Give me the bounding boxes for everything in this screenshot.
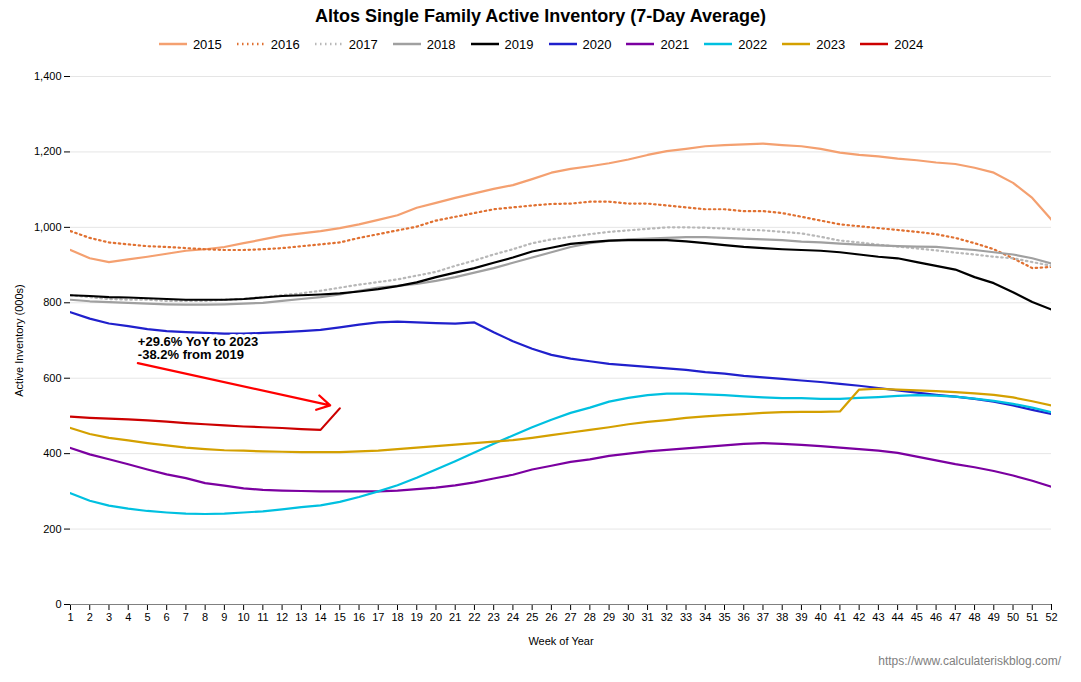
svg-text:18: 18 — [391, 611, 403, 623]
html-text:https://www.calculateriskblog.: https://www.calculateriskblog.com/ — [878, 654, 1061, 668]
svg-text:200: 200 — [43, 523, 61, 535]
svg-text:50: 50 — [1007, 611, 1019, 623]
svg-text:48: 48 — [968, 611, 980, 623]
html-text:2022: 2022 — [738, 36, 768, 52]
html-text:2017: 2017 — [348, 36, 378, 52]
svg-text:51: 51 — [1026, 611, 1038, 623]
svg-text:16: 16 — [353, 611, 365, 623]
svg-text:20: 20 — [430, 611, 442, 623]
svg-text:24: 24 — [507, 611, 519, 623]
svg-text:49: 49 — [988, 611, 1000, 623]
svg-text:19: 19 — [411, 611, 423, 623]
svg-text:21: 21 — [449, 611, 461, 623]
svg-text:9: 9 — [221, 611, 227, 623]
svg-text:Active Inventory (000s): Active Inventory (000s) — [13, 284, 25, 397]
svg-text:42: 42 — [853, 611, 865, 623]
svg-text:44: 44 — [891, 611, 903, 623]
svg-text:25: 25 — [526, 611, 538, 623]
svg-text:600: 600 — [43, 372, 61, 384]
svg-text:1: 1 — [67, 611, 73, 623]
svg-text:37: 37 — [757, 611, 769, 623]
svg-text:400: 400 — [43, 447, 61, 459]
svg-text:34: 34 — [699, 611, 711, 623]
html-text:Altos Single Family Active Inv: Altos Single Family Active Inventory (7-… — [314, 6, 767, 26]
svg-text:38: 38 — [776, 611, 788, 623]
svg-text:32: 32 — [661, 611, 673, 623]
html-text:2024: 2024 — [894, 36, 924, 52]
html-text:2021: 2021 — [660, 36, 690, 52]
svg-text:23: 23 — [488, 611, 500, 623]
svg-text:1,400: 1,400 — [34, 70, 62, 82]
svg-text:13: 13 — [295, 611, 307, 623]
svg-text:1,200: 1,200 — [34, 145, 62, 157]
svg-text:+29.6% YoY to 2023-38.2% from: +29.6% YoY to 2023-38.2% from 2019 — [138, 334, 258, 362]
html-text:2019: 2019 — [504, 36, 534, 52]
svg-text:12: 12 — [276, 611, 288, 623]
svg-text:3: 3 — [106, 611, 112, 623]
svg-text:6: 6 — [164, 611, 170, 623]
svg-text:27: 27 — [564, 611, 576, 623]
svg-text:0: 0 — [55, 598, 61, 610]
svg-text:43: 43 — [872, 611, 884, 623]
svg-text:41: 41 — [834, 611, 846, 623]
svg-text:26: 26 — [545, 611, 557, 623]
svg-text:22: 22 — [468, 611, 480, 623]
svg-text:2: 2 — [87, 611, 93, 623]
svg-text:800: 800 — [43, 296, 61, 308]
svg-text:30: 30 — [622, 611, 634, 623]
html-text:2015: 2015 — [192, 36, 222, 52]
html-text:2018: 2018 — [426, 36, 456, 52]
svg-text:40: 40 — [815, 611, 827, 623]
svg-text:17: 17 — [372, 611, 384, 623]
svg-text:14: 14 — [314, 611, 326, 623]
svg-text:52: 52 — [1045, 611, 1057, 623]
svg-text:4: 4 — [125, 611, 131, 623]
svg-text:33: 33 — [680, 611, 692, 623]
svg-text:11: 11 — [257, 611, 268, 623]
svg-text:29: 29 — [603, 611, 615, 623]
svg-text:46: 46 — [930, 611, 942, 623]
svg-text:31: 31 — [641, 611, 653, 623]
html-text:2020: 2020 — [582, 36, 612, 52]
svg-text:47: 47 — [949, 611, 961, 623]
svg-text:36: 36 — [738, 611, 750, 623]
svg-text:1,000: 1,000 — [34, 221, 62, 233]
svg-text:39: 39 — [795, 611, 807, 623]
svg-text:Week of Year: Week of Year — [528, 635, 594, 647]
svg-text:15: 15 — [334, 611, 346, 623]
html-text:2023: 2023 — [816, 36, 846, 52]
svg-text:28: 28 — [584, 611, 596, 623]
svg-text:7: 7 — [183, 611, 189, 623]
svg-text:35: 35 — [718, 611, 730, 623]
svg-text:10: 10 — [237, 611, 249, 623]
svg-text:5: 5 — [144, 611, 150, 623]
html-text:2016: 2016 — [270, 36, 300, 52]
svg-text:45: 45 — [911, 611, 923, 623]
svg-text:8: 8 — [202, 611, 208, 623]
